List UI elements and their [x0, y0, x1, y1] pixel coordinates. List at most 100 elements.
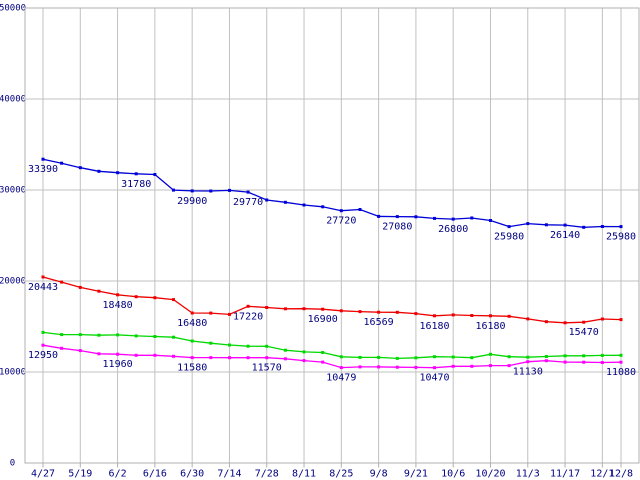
data-point-magenta-series	[228, 356, 231, 360]
data-point-green-series	[451, 355, 455, 359]
data-point-red-series	[172, 298, 175, 302]
data-point-magenta-series	[377, 365, 381, 369]
data-point-green-series	[600, 353, 604, 357]
data-point-red-series	[526, 317, 530, 321]
data-point-green-series	[470, 356, 474, 360]
data-point-green-series	[228, 343, 231, 347]
data-point-red-series	[153, 296, 157, 300]
data-point-blue-series	[582, 225, 586, 229]
plot-border	[24, 7, 640, 464]
y-tick-label: 50000	[0, 4, 26, 14]
data-point-magenta-series	[246, 356, 250, 360]
annotation-label-blue-series: 33390	[28, 164, 58, 175]
data-point-blue-series	[339, 209, 343, 213]
data-point-magenta-series	[190, 356, 194, 360]
data-point-red-series	[582, 320, 586, 324]
x-tick-label: 12/1	[590, 469, 614, 480]
y-tick-label: 30000	[0, 186, 26, 196]
x-tick-label: 5/19	[68, 469, 92, 480]
data-point-blue-series	[600, 225, 604, 228]
annotation-label-magenta-series: 11080	[606, 367, 636, 378]
data-point-magenta-series	[395, 365, 399, 369]
annotation-label-magenta-series: 10479	[326, 373, 356, 384]
annotation-label-red-series: 16569	[364, 317, 394, 328]
data-point-red-series	[544, 320, 548, 324]
data-point-red-series	[78, 285, 82, 289]
data-point-green-series	[246, 344, 250, 348]
series-line-green-series	[42, 331, 622, 360]
data-point-blue-series	[302, 203, 306, 207]
annotation-label-red-series: 16900	[308, 314, 338, 325]
data-point-green-series	[414, 356, 418, 360]
data-point-magenta-series	[544, 359, 548, 363]
data-point-red-series	[246, 304, 250, 308]
series-line-magenta-series	[42, 344, 622, 369]
data-point-magenta-series	[563, 360, 567, 364]
data-point-green-series	[395, 356, 399, 360]
data-point-magenta-series	[582, 360, 586, 364]
data-point-red-series	[358, 310, 362, 314]
x-tick-label: 8/11	[292, 469, 316, 480]
data-point-green-series	[172, 335, 175, 339]
annotation-label-red-series: 18480	[103, 300, 133, 311]
data-point-blue-series	[41, 157, 45, 161]
data-point-red-series	[302, 307, 306, 311]
data-point-magenta-series	[339, 366, 343, 370]
data-point-blue-series	[377, 214, 381, 218]
data-point-red-series	[116, 293, 120, 297]
data-point-blue-series	[209, 189, 213, 193]
data-point-magenta-series	[209, 356, 213, 360]
annotation-label-red-series: 16480	[177, 318, 207, 329]
data-point-blue-series	[134, 172, 138, 176]
x-tick-label: 10/6	[441, 469, 465, 480]
data-point-magenta-series	[451, 364, 455, 368]
data-point-red-series	[377, 310, 381, 314]
data-point-green-series	[582, 354, 586, 358]
data-point-red-series	[321, 307, 325, 311]
data-point-red-series	[265, 306, 269, 309]
annotation-label-magenta-series: 11570	[252, 363, 282, 374]
x-tick-label: 9/8	[370, 469, 388, 480]
x-tick-label: 9/21	[404, 469, 428, 480]
data-point-blue-series	[283, 200, 287, 204]
x-tick-label: 11/17	[550, 469, 580, 480]
data-point-green-series	[507, 355, 511, 359]
data-point-red-series	[134, 295, 138, 299]
data-point-red-series	[489, 314, 492, 318]
data-point-blue-series	[60, 161, 64, 165]
data-point-red-series	[60, 280, 64, 284]
x-tick-label: 7/14	[217, 469, 241, 480]
data-point-green-series	[433, 355, 436, 359]
y-tick-label: 40000	[0, 95, 26, 105]
data-point-green-series	[209, 341, 213, 345]
data-point-blue-series	[470, 216, 474, 220]
data-point-blue-series	[507, 225, 511, 229]
annotation-label-magenta-series: 11960	[103, 359, 133, 370]
data-point-green-series	[619, 353, 623, 357]
annotation-label-magenta-series: 11580	[177, 363, 207, 374]
annotation-label-blue-series: 25980	[494, 232, 524, 243]
data-point-blue-series	[97, 169, 101, 173]
x-tick-label: 6/30	[180, 469, 204, 480]
data-point-blue-series	[526, 222, 530, 226]
data-point-green-series	[265, 344, 269, 348]
annotation-label-blue-series: 27080	[382, 222, 412, 233]
data-point-magenta-series	[265, 356, 269, 360]
x-tick-label: 7/28	[255, 469, 279, 480]
data-point-red-series	[228, 312, 231, 316]
data-point-magenta-series	[172, 354, 175, 358]
data-point-red-series	[451, 313, 455, 317]
x-tick-label: 6/2	[109, 469, 127, 480]
data-point-magenta-series	[433, 366, 436, 370]
data-point-green-series	[526, 355, 530, 359]
data-point-red-series	[190, 311, 194, 315]
annotation-label-red-series: 17220	[233, 311, 263, 322]
annotation-label-blue-series: 25980	[606, 232, 636, 243]
data-point-magenta-series	[507, 364, 511, 368]
data-point-green-series	[358, 355, 362, 359]
data-point-magenta-series	[600, 361, 604, 364]
data-point-magenta-series	[302, 359, 306, 363]
data-point-magenta-series	[60, 346, 64, 350]
